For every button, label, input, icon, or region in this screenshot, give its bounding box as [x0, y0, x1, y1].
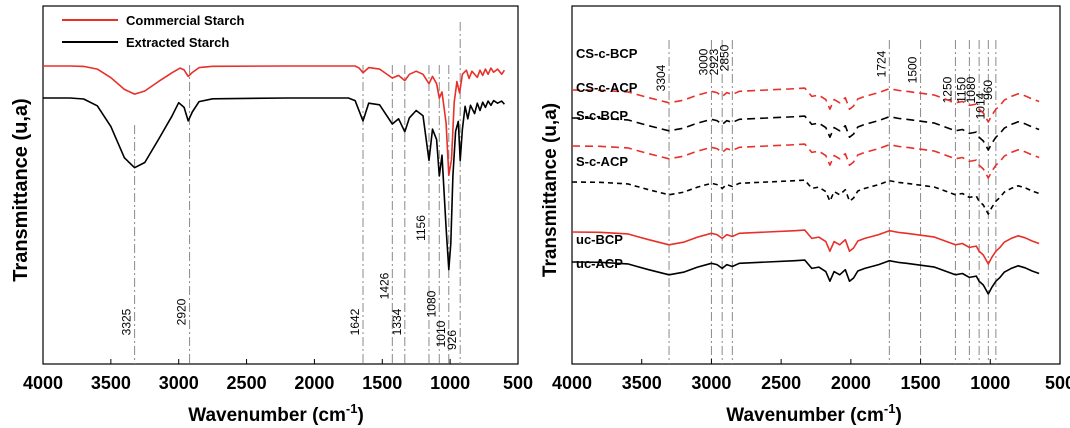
right-x-axis-title: Wavenumber (cm-1) [726, 401, 902, 426]
right-peak-label-1080: 1080 [964, 76, 978, 103]
right-plot-frame [571, 5, 1061, 365]
right-peak-label-1724: 1724 [874, 50, 888, 77]
left-x-tick-label: 2000 [294, 373, 334, 393]
left-peak-label-1334: 1334 [390, 308, 404, 335]
left-x-tick-label: 1000 [430, 373, 470, 393]
right-series-line-uc-bcp [571, 229, 1040, 265]
right-x-tick-label: 4000 [552, 373, 592, 393]
right-x-ticks: 4000 3500 3000 2500 2000 1500 1000 500 [552, 359, 1070, 393]
right-series-label-cs-c-bcp: CS-c-BCP [576, 46, 638, 61]
left-x-tick-label: 2500 [227, 373, 267, 393]
left-plot-frame [42, 5, 519, 365]
left-x-tick-label: 500 [503, 373, 533, 393]
left-peak-label-1426: 1426 [377, 272, 391, 299]
legend-label-commercial-starch: Commercial Starch [126, 13, 245, 28]
left-series-lines [43, 65, 506, 271]
left-legend: Commercial Starch Extracted Starch [62, 13, 245, 50]
left-peak-label-3325: 3325 [120, 308, 134, 335]
right-peak-label-1150: 1150 [954, 77, 968, 103]
right-x-tick-label: 2500 [761, 373, 801, 393]
left-x-axis-title: Wavenumber (cm-1) [188, 401, 364, 426]
left-peak-label-1156: 1156 [414, 215, 428, 241]
right-peak-label-2850: 2850 [717, 44, 731, 71]
right-x-tick-label: 3000 [691, 373, 731, 393]
left-x-tick-label: 4000 [23, 373, 63, 393]
right-series-line-s-c-acp [571, 179, 1040, 215]
left-x-tick-label: 3500 [91, 373, 131, 393]
right-peak-label-3000: 3000 [696, 48, 710, 75]
right-x-tick-label: 3500 [622, 373, 662, 393]
right-series-line-cs-c-acp [571, 115, 1040, 151]
right-y-axis-title: Transmittance (u,a) [540, 103, 561, 277]
right-x-tick-label: 500 [1045, 373, 1070, 393]
right-series-line-s-c-bcp [571, 143, 1040, 179]
right-series-label-uc-acp: uc-ACP [576, 256, 623, 271]
right-peak-label-3304: 3304 [654, 64, 668, 91]
left-x-tick-label: 1500 [362, 373, 402, 393]
right-x-tick-label: 1500 [901, 373, 941, 393]
right-peak-label-1500: 1500 [906, 56, 920, 83]
left-x-tick-label: 3000 [159, 373, 199, 393]
left-y-axis-title: Transmittance (u,a) [10, 98, 32, 281]
right-series-label-s-c-bcp: S-c-BCP [576, 108, 628, 123]
right-x-tick-label: 2000 [831, 373, 871, 393]
left-series-line-extracted-starch [43, 97, 506, 271]
right-peak-label-1250: 1250 [940, 76, 954, 103]
left-peak-label-1010: 1010 [434, 320, 448, 347]
right-series-label-cs-c-acp: CS-c-ACP [576, 80, 638, 95]
left-peak-label-1642: 1642 [348, 308, 362, 335]
left-x-ticks: 4000 3500 3000 2500 2000 1500 1000 500 [23, 359, 533, 393]
right-series-lines [571, 87, 1040, 295]
right-peak-label-960: 960 [981, 80, 995, 100]
right-series-label-uc-bcp: uc-BCP [576, 232, 623, 247]
left-peak-label-1080: 1080 [424, 290, 438, 317]
left-series-line-commercial-starch [43, 65, 506, 176]
right-peak-label-2923: 2923 [707, 48, 721, 75]
legend-label-extracted-starch: Extracted Starch [126, 35, 229, 50]
right-series-label-s-c-acp: S-c-ACP [576, 154, 628, 169]
left-peak-label-2920: 2920 [175, 298, 189, 325]
right-series-line-cs-c-bcp [571, 87, 1040, 123]
right-x-tick-label: 1000 [970, 373, 1010, 393]
right-series-labels: CS-c-BCP CS-c-ACP S-c-BCP S-c-ACP uc-BCP uc-A… [576, 46, 638, 271]
left-peak-label-926: 926 [445, 330, 459, 350]
right-series-line-uc-acp [571, 259, 1040, 295]
